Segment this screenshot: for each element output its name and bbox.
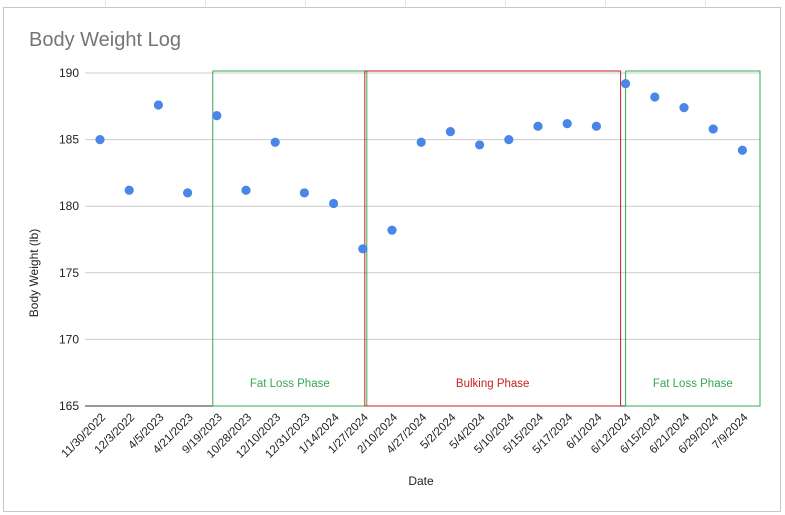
chart-title: Body Weight Log [29, 29, 181, 51]
phase-box [364, 70, 622, 407]
data-point [679, 103, 689, 113]
data-point [299, 188, 309, 198]
scatter-chart: Body Weight Log 165 170 175 180 185 190 Fat L… [27, 29, 761, 488]
data-point [387, 225, 397, 235]
y-axis-ticks: 165 170 175 180 185 190 [59, 66, 79, 413]
data-point [153, 100, 163, 110]
gridlines [85, 72, 760, 407]
y-axis-label: Body Weight (lb) [27, 229, 41, 317]
data-point [270, 137, 280, 147]
data-point [329, 198, 339, 209]
y-tick-label: 170 [59, 332, 79, 346]
x-axis-ticks: 11/30/202212/3/20224/5/20234/21/20239/19… [60, 411, 751, 461]
cell-gridline [305, 0, 306, 6]
y-tick-label: 190 [59, 66, 79, 80]
cell-gridline [405, 0, 406, 6]
data-point [95, 135, 105, 145]
embedded-chart[interactable]: Body Weight Log 165 170 175 180 185 190 Fat L… [3, 7, 781, 512]
data-point [358, 244, 368, 254]
data-point [562, 119, 572, 129]
data-point [241, 185, 251, 195]
data-point [737, 145, 748, 155]
data-points [95, 79, 748, 254]
x-axis-label: Date [408, 474, 434, 488]
data-point [445, 127, 455, 137]
cell-gridline [605, 0, 606, 6]
data-point [183, 188, 193, 198]
phase-box [212, 70, 368, 407]
y-tick-label: 180 [59, 199, 79, 213]
cell-gridline [505, 0, 506, 6]
data-point [708, 124, 718, 134]
data-point [212, 111, 222, 121]
data-point [533, 121, 543, 131]
data-point [591, 121, 602, 131]
data-point [416, 137, 426, 147]
phase-label: Bulking Phase [456, 378, 530, 390]
data-point [650, 92, 660, 102]
y-tick-label: 165 [59, 399, 79, 413]
phase-box [625, 70, 761, 407]
y-tick-label: 185 [59, 133, 79, 147]
cell-gridline [705, 0, 706, 6]
phase-annotations: Fat Loss Phase Bulking Phase Fat Loss Phas… [212, 70, 761, 407]
data-point [621, 79, 631, 89]
data-point [124, 185, 134, 195]
phase-label: Fat Loss Phase [653, 378, 733, 390]
data-point [475, 140, 485, 150]
phase-label: Fat Loss Phase [250, 378, 330, 390]
cell-gridline [105, 0, 106, 6]
cell-gridline [205, 0, 206, 6]
data-point [504, 135, 514, 145]
y-tick-label: 175 [59, 266, 79, 280]
